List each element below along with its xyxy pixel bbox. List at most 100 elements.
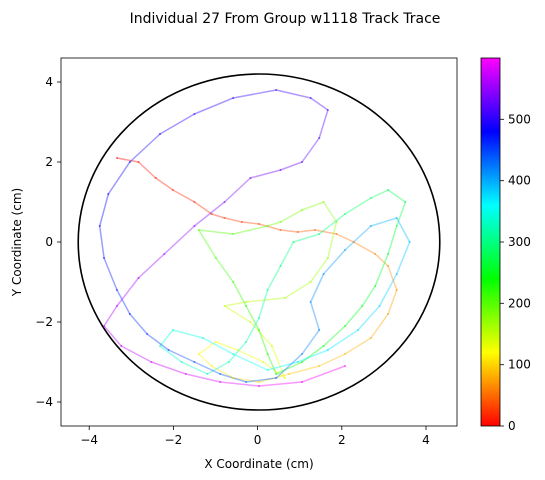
track-segment	[215, 341, 238, 351]
track-point	[408, 241, 411, 243]
track-segment	[220, 381, 260, 387]
track-point	[369, 225, 372, 227]
x-tick-label: 2	[338, 433, 346, 447]
track-point	[395, 273, 398, 275]
track-point	[232, 281, 235, 283]
x-tick-label: 4	[422, 433, 430, 447]
track-point	[344, 213, 347, 215]
track-segment	[129, 313, 148, 335]
track-segment	[181, 361, 208, 375]
track-segment	[396, 241, 411, 275]
y-tick: 0	[45, 235, 61, 249]
track-segment	[293, 233, 320, 243]
track-point	[404, 201, 407, 203]
track-point	[258, 329, 260, 331]
track-point	[301, 209, 304, 211]
track-segment	[245, 305, 260, 331]
y-axis: −4 −2 0 2 4 Y Coordinate (cm)	[10, 75, 61, 409]
track-point	[180, 361, 183, 363]
track-point	[279, 265, 282, 267]
track-segment	[387, 289, 398, 315]
track-point	[115, 305, 118, 307]
track-segment	[323, 249, 346, 275]
track-point	[219, 381, 222, 383]
track-point	[103, 325, 106, 327]
track-segment	[211, 365, 234, 379]
track-segment	[323, 325, 346, 347]
track-segment	[198, 341, 217, 355]
track-point	[374, 253, 377, 255]
track-point	[266, 225, 269, 227]
track-segment	[237, 349, 264, 363]
track-point	[98, 225, 101, 227]
track-point	[167, 349, 170, 351]
track-segment	[301, 137, 320, 163]
track-point	[301, 353, 304, 355]
track-point	[387, 313, 390, 315]
track-point	[206, 373, 209, 375]
track-segment	[396, 201, 407, 227]
track-point	[137, 277, 140, 279]
colorbar-tick-label: 500	[508, 112, 531, 126]
track-point	[361, 305, 364, 307]
track-point	[378, 305, 381, 307]
track-point	[326, 349, 329, 351]
track-segment	[327, 329, 359, 351]
track-segment	[98, 225, 105, 259]
track-point	[344, 365, 347, 367]
track-segment	[318, 353, 346, 367]
track-point	[395, 225, 398, 227]
colorbar-tick: 400	[500, 174, 531, 188]
track-segment	[168, 349, 195, 363]
track-point	[292, 241, 295, 243]
track-segment	[155, 177, 174, 191]
track-segment	[284, 281, 312, 299]
track-point	[214, 341, 217, 343]
colorbar-gradient	[480, 57, 501, 427]
x-tick: 2	[338, 426, 346, 447]
track-segment	[215, 257, 234, 283]
track-point	[184, 373, 187, 375]
track-segment	[232, 281, 247, 307]
track-segment	[163, 225, 195, 255]
track-point	[245, 305, 248, 307]
track-segment	[301, 345, 325, 363]
track-point	[374, 285, 377, 287]
track-point	[387, 265, 390, 267]
colorbar-tick-label: 100	[508, 358, 531, 372]
track-segment	[310, 97, 329, 111]
y-tick: −4	[35, 395, 61, 409]
track-segment	[172, 329, 204, 339]
track-segment	[344, 225, 372, 251]
track-point	[279, 169, 282, 171]
track-point	[223, 201, 226, 203]
track-point	[171, 329, 174, 331]
track-segment	[280, 209, 303, 223]
track-segment	[250, 169, 281, 179]
track-point	[223, 217, 226, 219]
track-segment	[262, 361, 286, 379]
y-tick-label: 2	[45, 155, 53, 169]
colorbar-tick-label: 300	[508, 235, 531, 249]
track-point	[115, 157, 118, 159]
x-tick: −2	[165, 426, 182, 447]
track-segment	[327, 221, 338, 259]
track-segment	[116, 157, 139, 163]
y-tick: −2	[35, 315, 61, 329]
track-point	[245, 381, 248, 383]
track-segment	[116, 289, 131, 315]
y-tick: 2	[45, 155, 61, 169]
track-point	[369, 337, 372, 339]
track-segment	[233, 377, 260, 383]
track-segment	[137, 161, 157, 179]
track-point	[352, 241, 355, 243]
colorbar-tick-label: 200	[508, 296, 531, 310]
track-segment	[361, 285, 376, 307]
track-segment	[374, 253, 389, 287]
track-point	[197, 229, 200, 231]
track-point	[232, 353, 235, 355]
track-point	[146, 333, 149, 335]
track-point	[301, 381, 304, 383]
track-point	[275, 377, 278, 379]
track-segment	[370, 189, 389, 199]
